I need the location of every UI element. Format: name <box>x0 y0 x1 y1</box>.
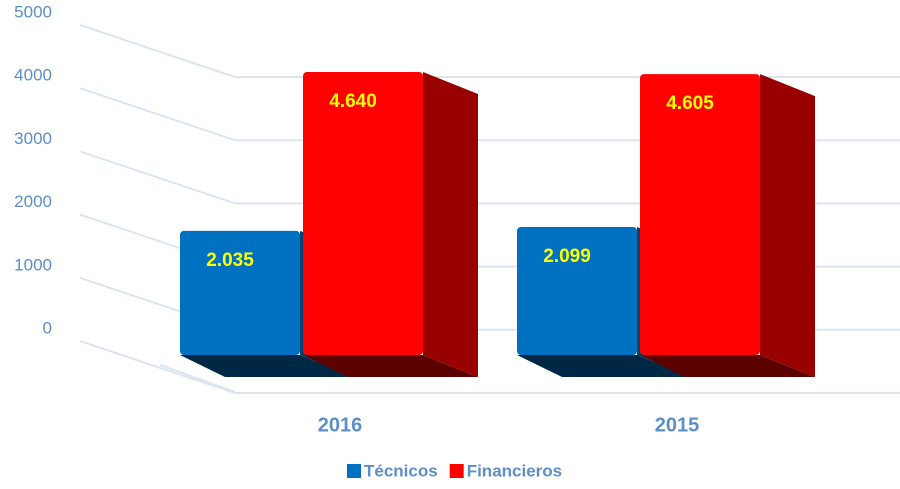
y-tick-label: 2000 <box>14 192 52 211</box>
y-tick-label: 1000 <box>14 255 52 274</box>
legend-swatch <box>449 464 464 478</box>
y-tick-label: 3000 <box>14 129 52 148</box>
bar <box>303 71 423 356</box>
bar <box>180 230 300 355</box>
grid-line <box>79 24 900 78</box>
bar-shadow <box>180 355 355 377</box>
bar <box>517 226 637 355</box>
y-tick-label: 5000 <box>14 2 52 21</box>
y-tick-label: 4000 <box>14 66 52 85</box>
value-label: 4.605 <box>666 93 714 114</box>
bar-shadow <box>517 355 692 377</box>
bar <box>640 74 760 355</box>
grid-line <box>79 340 900 394</box>
legend-label: Financieros <box>467 461 562 480</box>
bar-shadow <box>303 355 478 377</box>
value-label: 2.099 <box>543 246 591 267</box>
floor-line <box>159 364 236 393</box>
x-tick-label: 2015 <box>655 414 700 436</box>
bar-shadow <box>640 355 815 377</box>
value-label: 4.640 <box>329 91 377 112</box>
legend-swatch <box>347 464 361 478</box>
legend-label: Técnicos <box>364 461 438 480</box>
y-tick-label: 0 <box>43 318 52 337</box>
bar-side <box>760 74 815 377</box>
value-label: 2.035 <box>206 250 254 271</box>
bar-side <box>423 71 478 378</box>
x-tick-label: 2016 <box>318 414 363 436</box>
